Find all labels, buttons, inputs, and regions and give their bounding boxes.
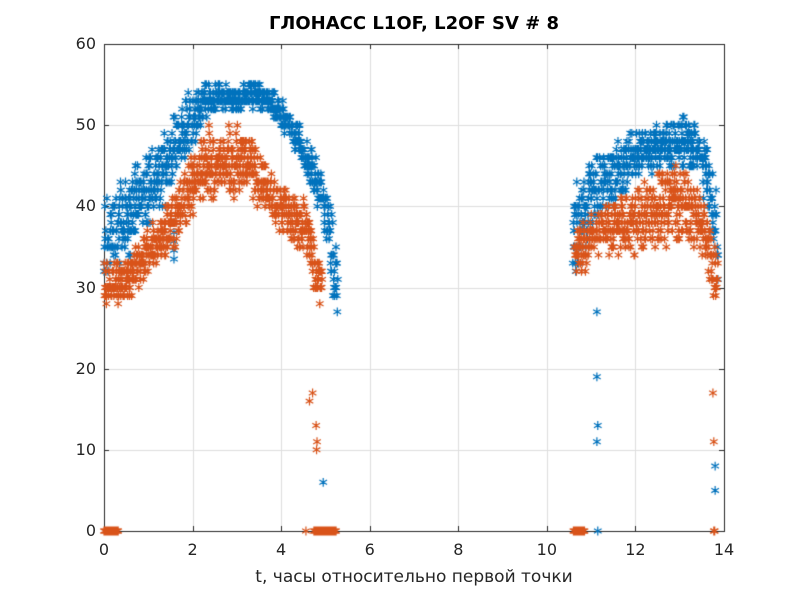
y-tick-label: 30	[75, 277, 96, 297]
x-tick-label: 14	[713, 540, 735, 559]
y-tick-label: 50	[75, 115, 96, 135]
x-tick-label: 0	[98, 540, 110, 559]
x-tick-label: 4	[276, 540, 287, 559]
y-tick-label: 10	[75, 439, 96, 459]
x-tick-label: 12	[625, 540, 646, 559]
y-tick-label: 60	[75, 34, 96, 53]
x-tick-label: 8	[453, 540, 464, 559]
x-tick-label: 2	[187, 540, 198, 559]
x-axis-label: t, часы относительно первой точки	[255, 567, 573, 587]
x-tick-label: 10	[536, 540, 558, 559]
y-tick-label: 0	[85, 521, 96, 540]
y-tick-label: 20	[75, 358, 96, 378]
x-tick-label: 6	[364, 540, 375, 559]
y-tick-label: 40	[75, 196, 96, 216]
chart-title: ГЛОНАСС L1OF, L2OF SV # 8	[268, 13, 560, 34]
